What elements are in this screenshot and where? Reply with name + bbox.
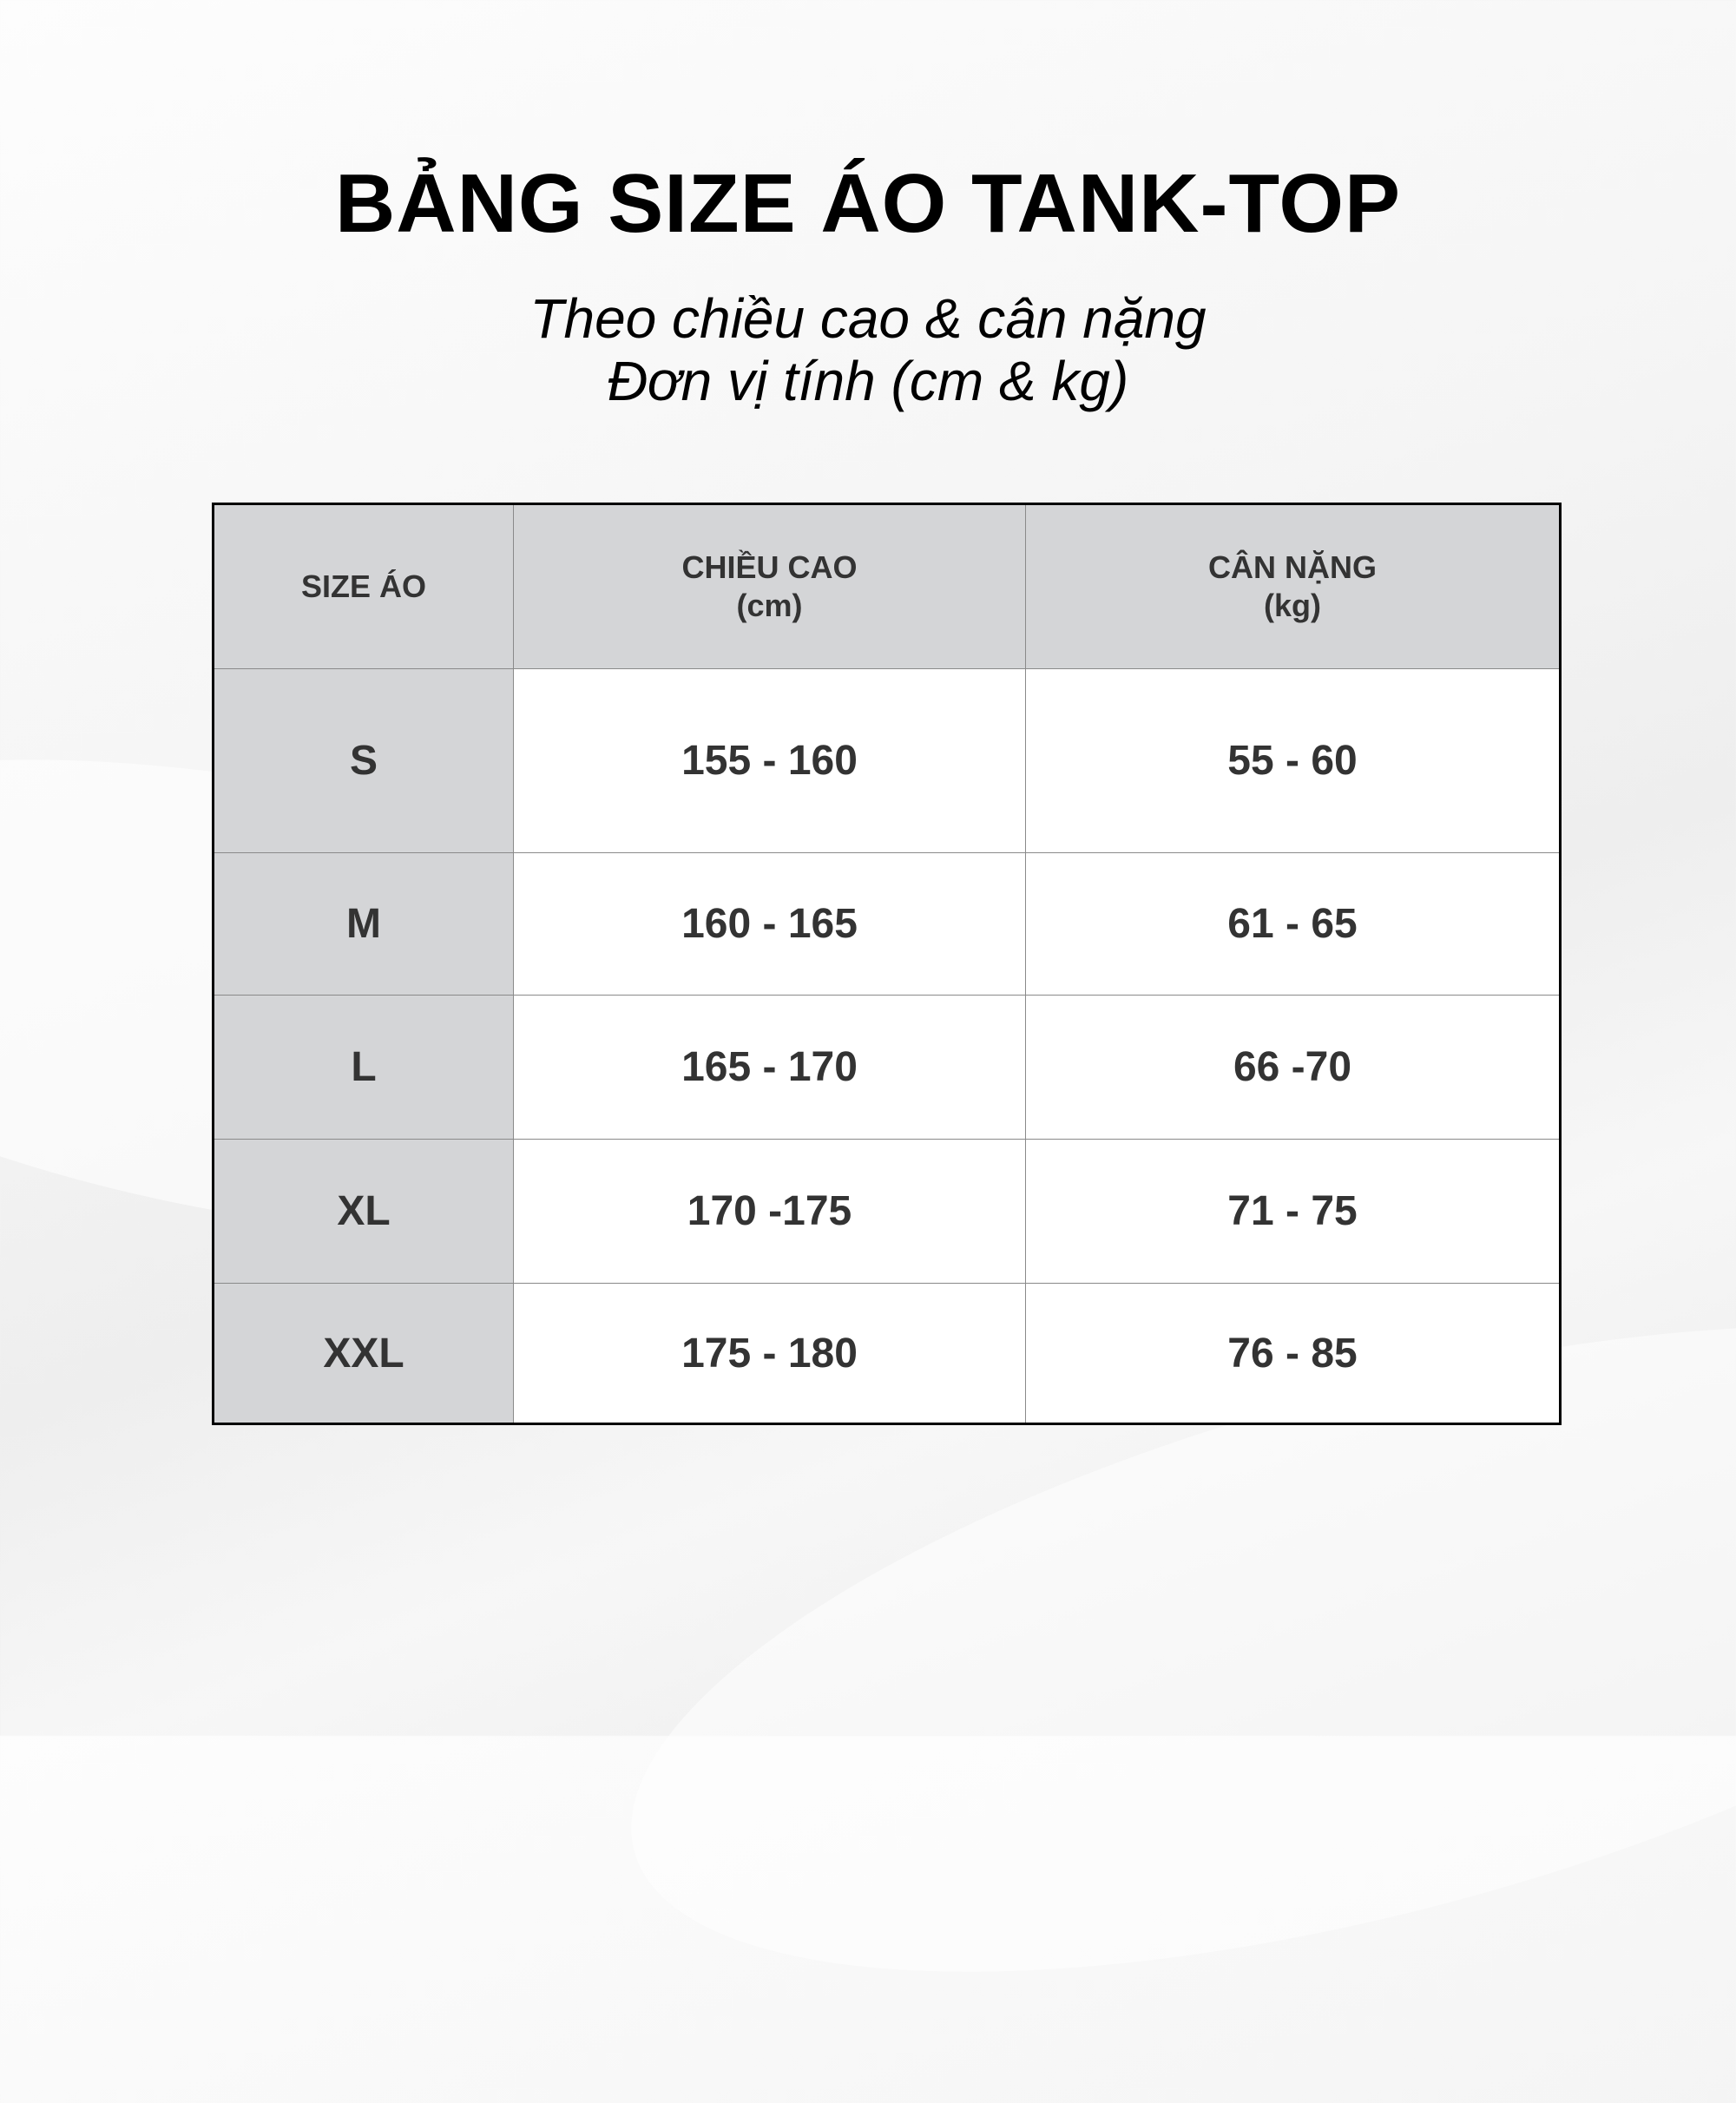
header-unit: (cm) <box>736 588 803 623</box>
table-row: M 160 - 165 61 - 65 <box>213 852 1561 996</box>
table-row: S 155 - 160 55 - 60 <box>213 668 1561 853</box>
height-cell: 155 - 160 <box>513 668 1026 853</box>
height-cell: 170 -175 <box>513 1139 1026 1284</box>
table-row: XL 170 -175 71 - 75 <box>213 1139 1561 1284</box>
header-weight: CÂN NẶNG (kg) <box>1025 503 1561 669</box>
table-row: XXL 175 - 180 76 - 85 <box>213 1283 1561 1424</box>
size-cell: XL <box>213 1139 514 1284</box>
subtitle-line-1: Theo chiều cao & cân nặng <box>529 287 1207 350</box>
header-unit: (kg) <box>1264 588 1321 623</box>
size-cell: M <box>213 852 514 996</box>
size-cell: S <box>213 668 514 853</box>
weight-cell: 55 - 60 <box>1025 668 1561 853</box>
size-cell: L <box>213 995 514 1140</box>
header-label: CHIỀU CAO <box>681 549 858 585</box>
weight-cell: 66 -70 <box>1025 995 1561 1140</box>
weight-cell: 76 - 85 <box>1025 1283 1561 1424</box>
header-height: CHIỀU CAO (cm) <box>513 503 1026 669</box>
size-cell: XXL <box>213 1283 514 1424</box>
height-cell: 175 - 180 <box>513 1283 1026 1424</box>
page-title: BẢNG SIZE ÁO TANK-TOP <box>334 157 1402 250</box>
header-size: SIZE ÁO <box>213 503 514 669</box>
weight-cell: 71 - 75 <box>1025 1139 1561 1284</box>
header-label: SIZE ÁO <box>300 568 427 604</box>
size-table: SIZE ÁO CHIỀU CAO (cm) CÂN NẶNG (kg) S 155 … <box>212 503 1562 1425</box>
table-header-row: SIZE ÁO CHIỀU CAO (cm) CÂN NẶNG (kg) <box>213 503 1561 669</box>
table-row: L 165 - 170 66 -70 <box>213 995 1561 1140</box>
subtitle-line-2: Đơn vị tính (cm & kg) <box>607 350 1129 412</box>
height-cell: 160 - 165 <box>513 852 1026 996</box>
weight-cell: 61 - 65 <box>1025 852 1561 996</box>
header-label: CÂN NẶNG <box>1208 549 1377 585</box>
height-cell: 165 - 170 <box>513 995 1026 1140</box>
